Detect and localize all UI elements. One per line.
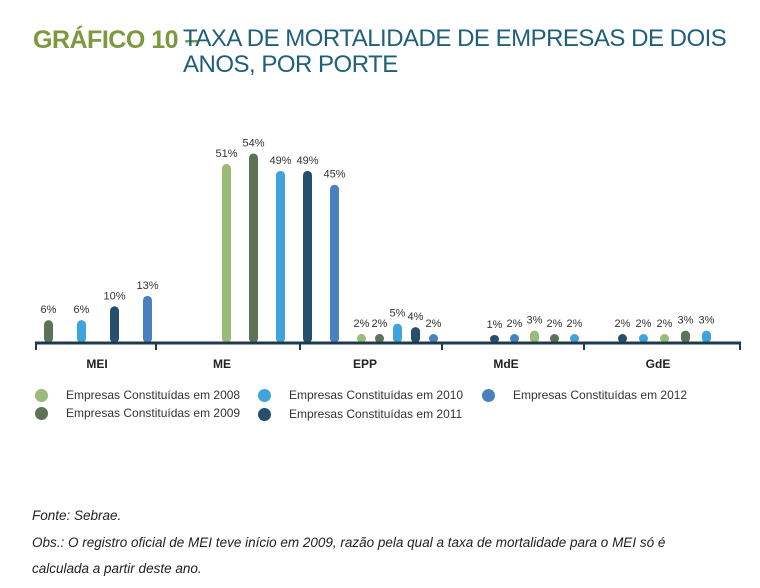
bar-me-3 <box>303 170 312 343</box>
bar-mei-3 <box>143 295 152 343</box>
data-label-epp-0: 2% <box>354 318 370 330</box>
bar-epp-3 <box>411 327 420 343</box>
data-label-gde-0: 2% <box>615 318 631 330</box>
data-label-me-4: 45% <box>323 169 345 181</box>
data-label-mde-3: 2% <box>547 318 563 330</box>
category-label-epp: EPP <box>353 357 377 371</box>
legend-dot-2012 <box>482 388 495 402</box>
chart-title: TAXA DE MORTALIDADE DE EMPRESAS DE DOIS … <box>183 25 727 78</box>
bar-epp-4 <box>429 334 438 343</box>
data-label-me-0: 51% <box>215 148 237 160</box>
data-label-gde-2: 2% <box>657 318 673 330</box>
category-label-gde: GdE <box>646 357 671 371</box>
legend-label-2008: Empresas Constituídas em 2008 <box>66 388 241 402</box>
bar-gde-2 <box>660 334 669 343</box>
bar-mde-1 <box>510 334 519 343</box>
legend-dot-2011 <box>258 407 271 421</box>
bar-epp-1 <box>375 334 384 343</box>
data-label-mei-3: 13% <box>136 280 158 292</box>
bar-mde-4 <box>570 334 579 343</box>
data-label-epp-4: 2% <box>426 318 442 330</box>
category-label-mei: MEI <box>86 357 107 371</box>
bar-mei-0 <box>44 320 53 343</box>
bar-me-2 <box>276 170 285 343</box>
category-label-me: ME <box>213 357 231 371</box>
legend-item-2010: Empresas Constituídas em 2010 <box>258 388 463 402</box>
bar-mde-0 <box>490 335 499 343</box>
bar-mde-3 <box>550 334 559 343</box>
data-label-gde-1: 2% <box>636 318 652 330</box>
bar-epp-2 <box>393 323 402 343</box>
bar-gde-4 <box>702 330 711 343</box>
bar-me-4 <box>330 184 339 343</box>
legend-label-2009: Empresas Constituídas em 2009 <box>66 406 241 420</box>
data-label-mei-0: 6% <box>41 304 57 316</box>
bar-gde-3 <box>681 330 690 343</box>
legend-item-2012: Empresas Constituídas em 2012 <box>482 388 687 402</box>
source-note: Fonte: Sebrae. <box>32 508 122 523</box>
bar-mde-2 <box>530 330 539 343</box>
legend-label-2010: Empresas Constituídas em 2010 <box>289 388 464 402</box>
data-label-epp-3: 4% <box>408 311 424 323</box>
data-label-mde-4: 2% <box>567 318 583 330</box>
observation-line-2: calculada a partir deste ano. <box>32 561 202 576</box>
legend-dot-2008 <box>35 388 48 402</box>
bar-gde-0 <box>618 334 627 343</box>
legend-dot-2010 <box>258 388 271 402</box>
bar-me-1 <box>249 153 258 343</box>
data-label-epp-1: 2% <box>372 318 388 330</box>
data-label-gde-4: 3% <box>699 315 715 327</box>
data-label-me-2: 49% <box>269 155 291 167</box>
data-label-epp-2: 5% <box>390 308 406 320</box>
figure-label: GRÁFICO 10 – <box>33 26 198 54</box>
category-label-mde: MdE <box>493 357 518 371</box>
bar-mei-2 <box>110 306 119 343</box>
bar-epp-0 <box>357 334 366 343</box>
data-label-mde-2: 3% <box>527 315 543 327</box>
data-label-me-3: 49% <box>296 155 318 167</box>
legend-label-2012: Empresas Constituídas em 2012 <box>513 388 688 402</box>
legend-label-2011: Empresas Constituídas em 2011 <box>289 407 463 421</box>
legend-item-2008: Empresas Constituídas em 2008 <box>35 388 240 402</box>
legend-item-2011: Empresas Constituídas em 2011 <box>258 407 462 421</box>
bar-chart: 6% 6%10%13%51%54%49% 49%45%2% 2%5% 4%2% 1% 2% 3… <box>35 137 741 371</box>
data-label-gde-3: 3% <box>678 315 694 327</box>
bar-mei-1 <box>77 320 86 343</box>
data-label-me-1: 54% <box>242 137 264 149</box>
legend-dot-2009 <box>35 406 48 420</box>
data-label-mde-0: 1% <box>487 319 503 331</box>
data-label-mde-1: 2% <box>507 318 523 330</box>
data-label-mei-1: 6% <box>74 304 90 316</box>
data-label-mei-2: 10% <box>103 290 125 302</box>
observation-line-1: Obs.: O registro oficial de MEI teve iní… <box>32 535 666 550</box>
bar-me-0 <box>222 163 231 343</box>
legend-item-2009: Empresas Constituídas em 2009 <box>35 406 240 420</box>
bar-gde-1 <box>639 334 648 343</box>
